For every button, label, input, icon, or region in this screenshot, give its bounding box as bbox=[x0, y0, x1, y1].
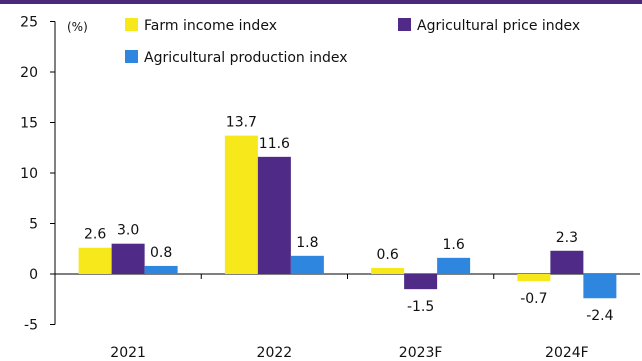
x-tick-label: 2023F bbox=[399, 345, 443, 361]
data-label: 0.8 bbox=[150, 245, 172, 261]
y-tick-label: 25 bbox=[20, 15, 38, 31]
legend-label: Agricultural production index bbox=[144, 50, 348, 66]
bar bbox=[78, 247, 112, 274]
top-accent-bar bbox=[0, 0, 642, 4]
y-tick-label: 15 bbox=[20, 116, 38, 132]
data-label: -2.4 bbox=[586, 308, 613, 324]
bar bbox=[550, 250, 584, 274]
x-tick-label: 2022 bbox=[257, 345, 293, 361]
data-label: 3.0 bbox=[117, 223, 139, 239]
bar bbox=[583, 274, 617, 299]
legend: Farm income index Agricultural price inde… bbox=[125, 18, 580, 66]
bars bbox=[78, 135, 617, 299]
data-label: 0.6 bbox=[376, 247, 398, 263]
data-label: 2.6 bbox=[84, 227, 106, 243]
data-label: -1.5 bbox=[407, 299, 434, 315]
legend-swatch bbox=[398, 18, 411, 31]
bar bbox=[290, 255, 324, 274]
bar bbox=[144, 265, 178, 274]
data-label: 2.3 bbox=[556, 230, 578, 246]
bar bbox=[437, 257, 471, 274]
bar bbox=[224, 135, 258, 274]
y-unit-label: (%) bbox=[67, 20, 88, 34]
legend-swatch bbox=[125, 50, 138, 63]
legend-swatch bbox=[125, 18, 138, 31]
data-label: 13.7 bbox=[226, 115, 257, 131]
bar bbox=[111, 243, 145, 274]
x-tick-label: 2024F bbox=[545, 345, 589, 361]
y-tick-label: 0 bbox=[29, 267, 38, 283]
data-label: 11.6 bbox=[259, 136, 290, 152]
y-tick-label: 5 bbox=[29, 217, 38, 233]
data-labels: 2.6 13.7 0.6 -0.7 3.0 11.6 -1.5 2.3 0.8 1.8 1.6 -2.… bbox=[84, 115, 614, 325]
legend-label: Farm income index bbox=[144, 18, 277, 34]
data-label: 1.8 bbox=[296, 235, 318, 251]
data-label: -0.7 bbox=[520, 291, 547, 307]
y-tick-label: 10 bbox=[20, 166, 38, 182]
bar bbox=[517, 274, 551, 282]
bar bbox=[371, 267, 405, 274]
y-tick-label: -5 bbox=[24, 318, 38, 334]
axes: -5 0 5 10 15 20 25 2021 2022 2023F 2024F bbox=[20, 15, 640, 361]
bar bbox=[404, 274, 438, 290]
y-tick-label: 20 bbox=[20, 65, 38, 81]
x-tick-label: 2021 bbox=[110, 345, 146, 361]
legend-label: Agricultural price index bbox=[417, 18, 580, 34]
data-label: 1.6 bbox=[442, 237, 464, 253]
bar bbox=[257, 156, 291, 274]
